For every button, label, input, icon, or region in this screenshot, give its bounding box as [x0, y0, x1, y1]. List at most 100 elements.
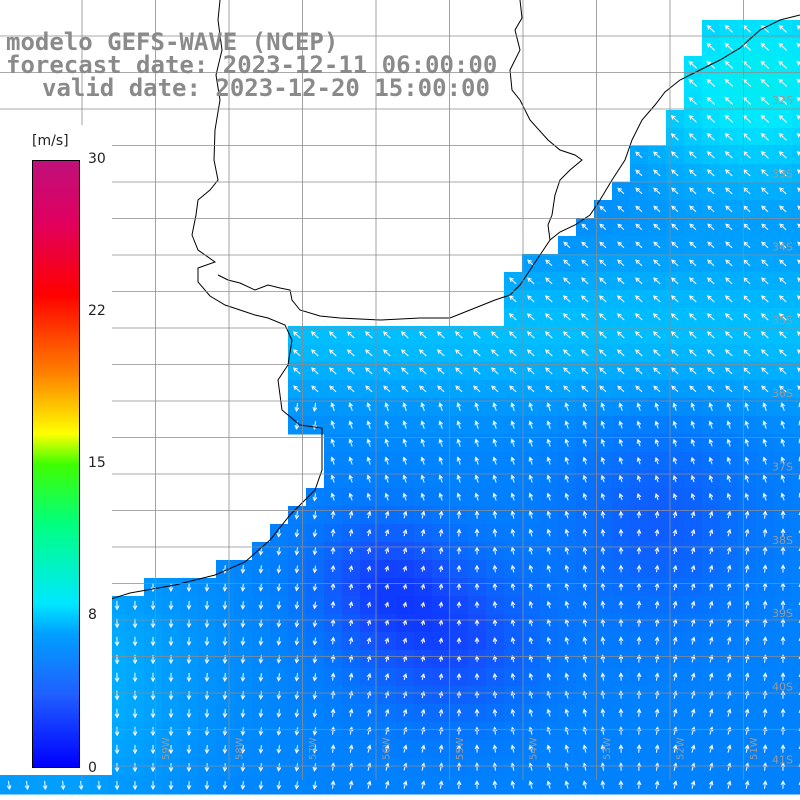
wind-arrow-head — [204, 623, 210, 628]
wind-arrow — [547, 475, 551, 483]
wind-arrow-head — [617, 277, 622, 283]
wind-arrow-head — [618, 690, 624, 696]
wind-arrow — [745, 547, 749, 555]
wind-arrow — [565, 619, 569, 627]
wind-arrow — [601, 781, 605, 789]
wind-arrow — [655, 781, 659, 789]
wind-arrow-head — [420, 690, 426, 696]
wind-arrow — [779, 313, 787, 321]
wind-arrow-head — [312, 658, 318, 664]
wind-arrow — [671, 187, 679, 195]
wind-arrow — [458, 763, 460, 771]
wind-arrow-head — [725, 241, 730, 247]
wind-arrow — [725, 313, 733, 321]
wind-arrow — [367, 421, 371, 429]
wind-arrow — [367, 781, 371, 789]
field-cell — [792, 128, 800, 147]
wind-arrow — [760, 61, 770, 69]
wind-arrow — [529, 475, 533, 483]
wind-arrow-head — [384, 690, 390, 696]
wind-arrow-head — [690, 492, 696, 498]
wind-arrow — [655, 727, 659, 735]
wind-arrow-head — [708, 456, 714, 462]
wind-arrow-head — [726, 438, 732, 444]
wind-arrow-head — [598, 331, 604, 336]
wind-arrow-head — [617, 205, 623, 211]
wind-arrow — [493, 493, 497, 501]
lon-label: 55W — [455, 737, 466, 760]
wind-arrow — [763, 439, 767, 447]
wind-arrow-head — [258, 766, 264, 772]
wind-arrow-head — [618, 474, 624, 480]
wind-arrow — [421, 745, 425, 753]
wind-arrow-head — [222, 749, 228, 754]
wind-arrow-head — [510, 438, 516, 444]
wind-arrow — [655, 601, 659, 609]
wind-arrow-head — [419, 367, 424, 373]
wind-arrow-head — [708, 636, 714, 642]
field-cell — [792, 362, 800, 381]
wind-arrow-head — [761, 259, 766, 265]
wind-arrow — [385, 673, 389, 681]
lat-label: 39S — [772, 607, 793, 620]
wind-arrow — [689, 241, 697, 249]
wind-arrow — [565, 745, 569, 753]
wind-arrow-head — [186, 677, 192, 683]
wind-arrow — [583, 745, 587, 753]
wind-arrow-head — [672, 528, 678, 534]
wind-arrow-head — [168, 641, 174, 647]
wind-arrow — [260, 781, 262, 789]
wind-arrow-head — [204, 587, 210, 592]
wind-arrow-head — [564, 420, 570, 426]
wind-arrow-head — [420, 492, 426, 498]
wind-arrow-head — [132, 785, 138, 791]
wind-arrow — [781, 475, 785, 483]
colorbar — [32, 160, 80, 768]
wind-arrow-head — [779, 259, 784, 265]
wind-arrow — [565, 583, 569, 591]
wind-arrow — [601, 421, 605, 429]
wind-arrow — [655, 691, 659, 699]
wind-arrow-head — [635, 223, 641, 229]
wind-arrow-head — [132, 731, 138, 737]
wind-arrow — [295, 547, 299, 555]
wind-arrow — [779, 169, 787, 177]
wind-arrow-head — [528, 474, 534, 480]
wind-arrow — [709, 457, 713, 465]
wind-arrow — [565, 529, 569, 537]
wind-arrow-head — [330, 636, 336, 642]
wind-arrow — [529, 565, 533, 573]
wind-arrow-head — [636, 438, 642, 444]
wind-arrow — [494, 727, 496, 735]
wind-arrow — [295, 691, 299, 699]
wind-arrow — [242, 781, 244, 789]
wind-arrow-head — [132, 695, 138, 701]
wind-arrow-head — [276, 586, 282, 592]
colorbar-tick-8: 8 — [88, 607, 97, 623]
wind-arrow — [689, 169, 697, 177]
wind-arrow-head — [670, 151, 676, 156]
wind-arrow — [25, 780, 29, 790]
wind-arrow-head — [581, 223, 587, 229]
wind-arrow — [602, 547, 604, 555]
wind-arrow-head — [546, 636, 552, 642]
wind-arrow — [457, 421, 461, 429]
wind-arrow — [707, 169, 715, 177]
wind-arrow-head — [438, 637, 444, 643]
wind-arrow — [673, 565, 677, 573]
wind-arrow-head — [510, 420, 516, 426]
wind-arrow-head — [580, 295, 586, 300]
wind-arrow-head — [544, 331, 550, 336]
wind-arrow-head — [618, 492, 624, 498]
wind-arrow — [655, 439, 659, 447]
wind-arrow-head — [726, 708, 732, 714]
wind-arrow-head — [438, 438, 444, 444]
wind-arrow — [673, 745, 677, 753]
wind-arrow-head — [707, 385, 712, 391]
wind-arrow — [421, 439, 425, 447]
wind-arrow-head — [420, 438, 426, 444]
wind-arrow-head — [528, 402, 533, 408]
wind-arrow-head — [366, 456, 372, 462]
wind-arrow-head — [780, 510, 786, 516]
wind-arrow — [797, 25, 800, 29]
